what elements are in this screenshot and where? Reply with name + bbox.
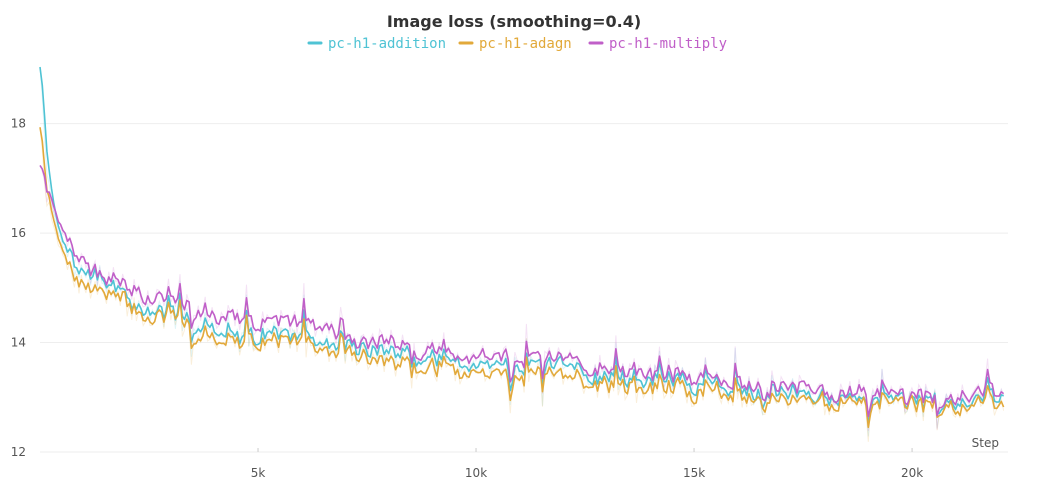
x-tick-label: 20k	[901, 466, 923, 480]
y-tick-label: 14	[11, 336, 26, 350]
series-line-pc-h1-addition	[39, 66, 1004, 424]
legend: pc-h1-addition pc-h1-adagn pc-h1-multiply	[307, 36, 727, 52]
series-line-pc-h1-multiply	[39, 164, 1005, 418]
series-raw-pc-h1-multiply	[39, 165, 1005, 432]
y-tick-label: 16	[11, 226, 26, 240]
x-tick-label: 5k	[251, 466, 266, 480]
y-tick-label: 18	[11, 117, 26, 131]
grid	[40, 123, 1008, 453]
series-line-pc-h1-adagn	[39, 127, 1005, 429]
legend-label: pc-h1-adagn	[479, 36, 572, 52]
legend-label: pc-h1-multiply	[609, 36, 727, 52]
x-axis-ticks: 5k 10k 15k 20k	[251, 448, 923, 480]
y-axis-ticks: 12 14 16 18	[11, 117, 26, 459]
x-tick-label: 15k	[683, 466, 705, 480]
series-lines	[39, 66, 1005, 429]
chart-title: Image loss (smoothing=0.4)	[387, 12, 641, 31]
y-tick-label: 12	[11, 445, 26, 459]
legend-label: pc-h1-addition	[328, 36, 446, 52]
x-axis-label: Step	[972, 436, 999, 450]
x-tick-label: 10k	[465, 466, 487, 480]
series-raw-pc-h1-adagn	[39, 127, 1005, 442]
